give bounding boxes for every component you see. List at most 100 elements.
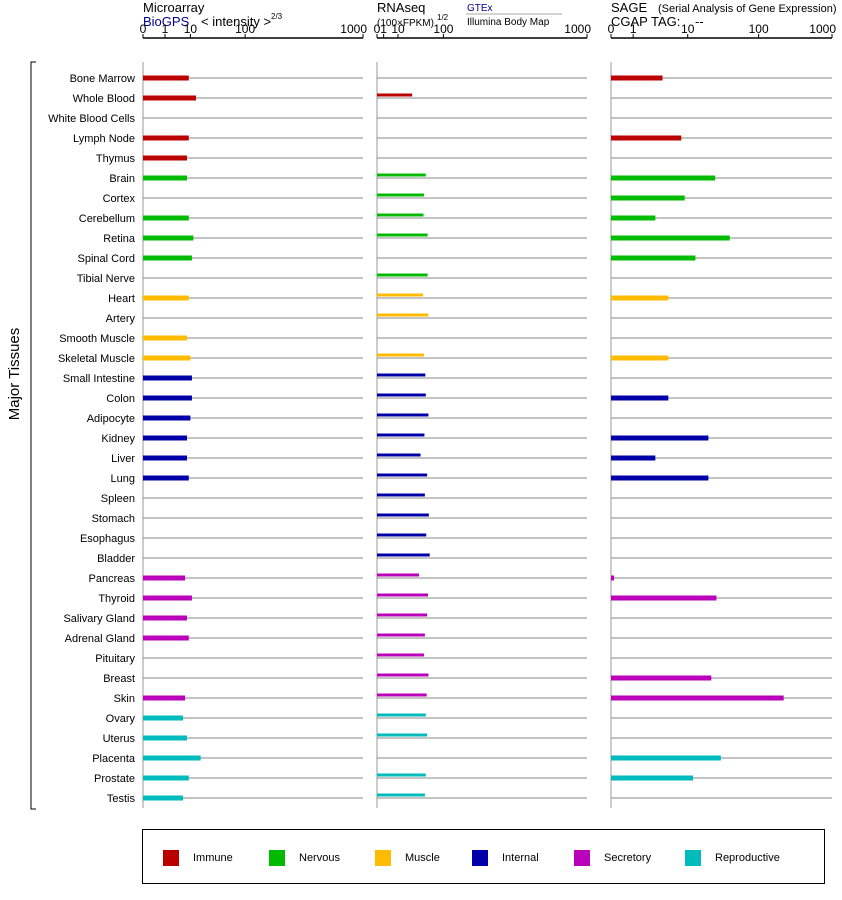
legend-label-immune: Immune bbox=[193, 852, 233, 864]
microarray-tick-label: 100 bbox=[235, 22, 255, 36]
row-label-stomach: Stomach bbox=[92, 513, 135, 525]
rnaseq-bar-tibial-nerve bbox=[377, 273, 428, 277]
microarray-bar-skin bbox=[143, 695, 186, 701]
sage-bar-spinal-cord bbox=[611, 255, 696, 261]
microarray-tick-label: 1 bbox=[162, 22, 169, 36]
sage-tick-label: 1 bbox=[630, 22, 637, 36]
sage-subtitle: (Serial Analysis of Gene Expression) bbox=[658, 3, 837, 15]
microarray-source: BioGPS bbox=[143, 14, 190, 29]
microarray-bar-prostate bbox=[143, 775, 189, 781]
microarray-bar-spinal-cord bbox=[143, 255, 192, 261]
microarray-tick-label: 1000 bbox=[340, 22, 367, 36]
microarray-bar-small-intestine bbox=[143, 375, 192, 381]
rnaseq-bar-heart bbox=[377, 293, 424, 297]
rnaseq-title: RNAseq bbox=[377, 0, 425, 15]
microarray-bar-thyroid bbox=[143, 595, 192, 601]
row-label-cortex: Cortex bbox=[103, 193, 136, 205]
rnaseq-bar-cortex bbox=[377, 193, 424, 197]
row-label-retina: Retina bbox=[103, 233, 136, 245]
row-label-salivary-gland: Salivary Gland bbox=[63, 613, 135, 625]
legend-swatch-reproductive bbox=[685, 850, 701, 866]
microarray-bar-adipocyte bbox=[143, 415, 191, 421]
legend-swatch-secretory bbox=[574, 850, 590, 866]
microarray-bar-brain bbox=[143, 175, 187, 181]
legend-label-reproductive: Reproductive bbox=[715, 852, 780, 864]
rnaseq-units: (100×FPKM) bbox=[377, 18, 434, 29]
sage-bar-breast bbox=[611, 675, 712, 681]
row-label-lung: Lung bbox=[111, 473, 135, 485]
legend-item-secretory: Secretory bbox=[574, 850, 651, 866]
legend-label-nervous: Nervous bbox=[299, 852, 340, 864]
rnaseq-bar-salivary-gland bbox=[377, 613, 428, 617]
rnaseq-bar-pancreas bbox=[377, 573, 419, 577]
rnaseq-bar-retina bbox=[377, 233, 428, 237]
rnaseq-bar-skin bbox=[377, 693, 427, 697]
panels-group: 0 1 10 100 1000 0 1 10 100 1000 0 1 10 100 1000 bbox=[140, 22, 836, 808]
row-label-spleen: Spleen bbox=[101, 493, 135, 505]
row-label-bone-marrow: Bone Marrow bbox=[70, 73, 135, 85]
rnaseq-bar-uterus bbox=[377, 733, 428, 737]
rnaseq-bar-esophagus bbox=[377, 533, 427, 537]
microarray-bar-thymus bbox=[143, 155, 187, 161]
microarray-bar-uterus bbox=[143, 735, 187, 741]
sage-bar-heart bbox=[611, 295, 669, 301]
microarray-bar-colon bbox=[143, 395, 192, 401]
rnaseq-bar-pituitary bbox=[377, 653, 424, 657]
row-label-spinal-cord: Spinal Cord bbox=[78, 253, 135, 265]
sage-bar-pancreas bbox=[611, 575, 615, 581]
sage-bar-bone-marrow bbox=[611, 75, 663, 81]
microarray-tick-label: 10 bbox=[184, 22, 198, 36]
legend-label-muscle: Muscle bbox=[405, 852, 440, 864]
rnaseq-bar-spleen bbox=[377, 493, 425, 497]
row-label-cerebellum: Cerebellum bbox=[79, 213, 135, 225]
gtex-link[interactable]: GTEx bbox=[467, 3, 493, 14]
rnaseq-tick-label: 10 bbox=[391, 22, 405, 36]
sage-bar-thyroid bbox=[611, 595, 717, 601]
y-axis-label: Major Tissues bbox=[6, 328, 23, 421]
rnaseq-bar-kidney bbox=[377, 433, 425, 437]
legend-label-secretory: Secretory bbox=[604, 852, 652, 864]
microarray-bar-skeletal-muscle bbox=[143, 355, 191, 361]
microarray-bar-cerebellum bbox=[143, 215, 189, 221]
sage-tick-label: 10 bbox=[681, 22, 695, 36]
row-label-esophagus: Esophagus bbox=[80, 533, 136, 545]
sage-panel: 0 1 10 100 1000 bbox=[608, 22, 836, 808]
sage-tick-label: 1000 bbox=[809, 22, 836, 36]
row-label-pancreas: Pancreas bbox=[89, 573, 136, 585]
cgap-tag-label: CGAP TAG: bbox=[611, 14, 680, 29]
microarray-bar-heart bbox=[143, 295, 189, 301]
sage-bar-lymph-node bbox=[611, 135, 682, 141]
row-label-artery: Artery bbox=[106, 313, 136, 325]
microarray-bar-smooth-muscle bbox=[143, 335, 187, 341]
row-label-white-blood-cells: White Blood Cells bbox=[48, 113, 135, 125]
legend-item-nervous: Nervous bbox=[269, 850, 340, 866]
microarray-exponent: 2/3 bbox=[271, 12, 283, 21]
legend-item-immune: Immune bbox=[163, 850, 233, 866]
microarray-bar-adrenal-gland bbox=[143, 635, 189, 641]
legend-item-internal: Internal bbox=[472, 850, 539, 866]
rnaseq-bar-prostate bbox=[377, 773, 426, 777]
rnaseq-bar-testis bbox=[377, 793, 425, 797]
legend-item-reproductive: Reproductive bbox=[685, 850, 780, 866]
legend-item-muscle: Muscle bbox=[375, 850, 440, 866]
rnaseq-bar-liver bbox=[377, 453, 421, 457]
sage-bar-colon bbox=[611, 395, 669, 401]
row-label-adipocyte: Adipocyte bbox=[87, 413, 135, 425]
legend-swatch-muscle bbox=[375, 850, 391, 866]
microarray-bar-retina bbox=[143, 235, 194, 241]
sage-bar-skin bbox=[611, 695, 784, 701]
legend-swatch-immune bbox=[163, 850, 179, 866]
rnaseq-bar-cerebellum bbox=[377, 213, 424, 217]
row-label-thyroid: Thyroid bbox=[98, 593, 135, 605]
row-label-breast: Breast bbox=[103, 673, 135, 685]
rnaseq-bar-thyroid bbox=[377, 593, 429, 597]
row-label-whole-blood: Whole Blood bbox=[73, 93, 135, 105]
row-label-ovary: Ovary bbox=[106, 713, 136, 725]
rnaseq-bar-bladder bbox=[377, 553, 430, 557]
rnaseq-bar-ovary bbox=[377, 713, 426, 717]
microarray-bar-lung bbox=[143, 475, 189, 481]
microarray-bar-testis bbox=[143, 795, 183, 801]
rnaseq-bar-breast bbox=[377, 673, 429, 677]
microarray-bar-salivary-gland bbox=[143, 615, 187, 621]
rnaseq-bar-skeletal-muscle bbox=[377, 353, 424, 357]
